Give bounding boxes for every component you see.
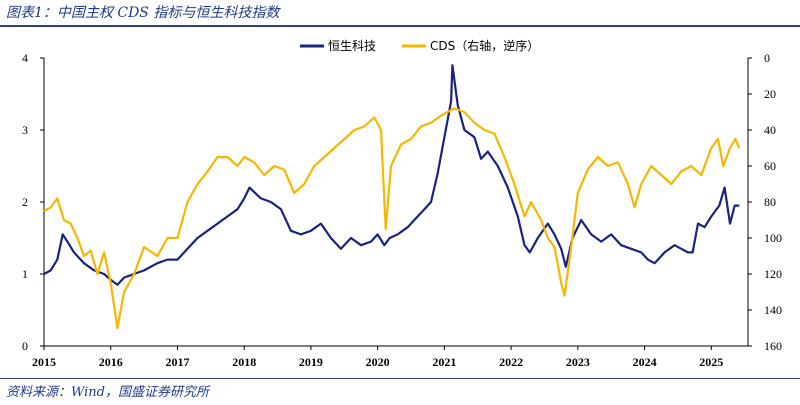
legend-label-cds: CDS（右轴，逆序） <box>430 38 539 53</box>
chart-plot-area <box>43 64 741 330</box>
x-tick-label: 2015 <box>32 355 56 369</box>
y-right-tick-label: 100 <box>764 231 782 245</box>
legend-label-hstech: 恒生科技 <box>328 39 376 53</box>
y-right-tick-label: 0 <box>764 51 770 65</box>
y-left-tick-label: 3 <box>22 123 28 137</box>
header-rule <box>0 25 800 27</box>
y-right-tick-label: 140 <box>764 303 782 317</box>
y-right-tick-label: 20 <box>764 87 776 101</box>
x-tick-label: 2024 <box>633 355 657 369</box>
x-tick-label: 2020 <box>366 355 390 369</box>
y-right-tick-label: 60 <box>764 159 776 173</box>
x-tick-label: 2018 <box>232 355 256 369</box>
x-tick-label: 2023 <box>566 355 590 369</box>
y-left-tick-label: 1 <box>22 267 28 281</box>
y-right-tick-label: 120 <box>764 267 782 281</box>
y-right-tick-label: 80 <box>764 195 776 209</box>
y-left-tick-label: 2 <box>22 195 28 209</box>
y-right-tick-label: 160 <box>764 339 782 353</box>
series-line-hstech <box>43 64 740 286</box>
footer-rule <box>0 378 800 379</box>
x-tick-label: 2025 <box>699 355 723 369</box>
y-right-tick-label: 40 <box>764 123 776 137</box>
y-left-tick-label: 4 <box>22 51 28 65</box>
chart-title: 图表1：中国主权 CDS 指标与恒生科技指数 <box>6 5 280 21</box>
chart-legend: 恒生科技 CDS（右轴，逆序） <box>300 38 539 53</box>
y-left-tick-label: 0 <box>22 339 28 353</box>
series-line-cds <box>43 107 741 330</box>
x-tick-label: 2022 <box>499 355 523 369</box>
x-tick-label: 2017 <box>165 355 189 369</box>
x-tick-label: 2016 <box>99 355 123 369</box>
x-tick-label: 2019 <box>299 355 323 369</box>
source-note: 资料来源：Wind，国盛证券研究所 <box>6 385 209 400</box>
x-tick-label: 2021 <box>432 355 456 369</box>
